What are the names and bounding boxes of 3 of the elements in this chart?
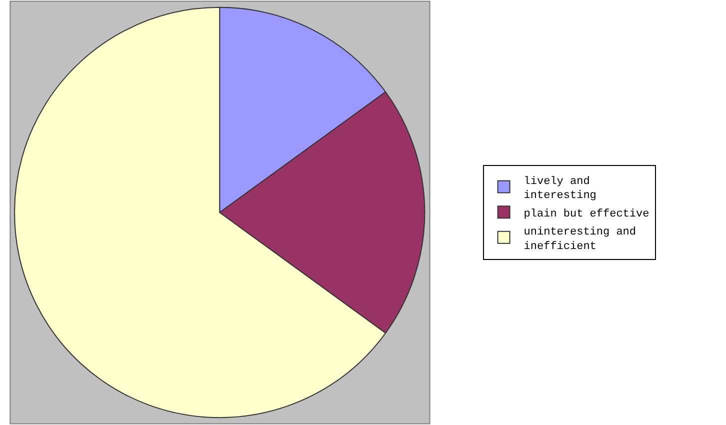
legend-label: uninteresting and inefficient xyxy=(524,226,636,253)
legend-label: plain but effective xyxy=(524,208,650,220)
legend-label: lively and interesting xyxy=(524,176,596,202)
